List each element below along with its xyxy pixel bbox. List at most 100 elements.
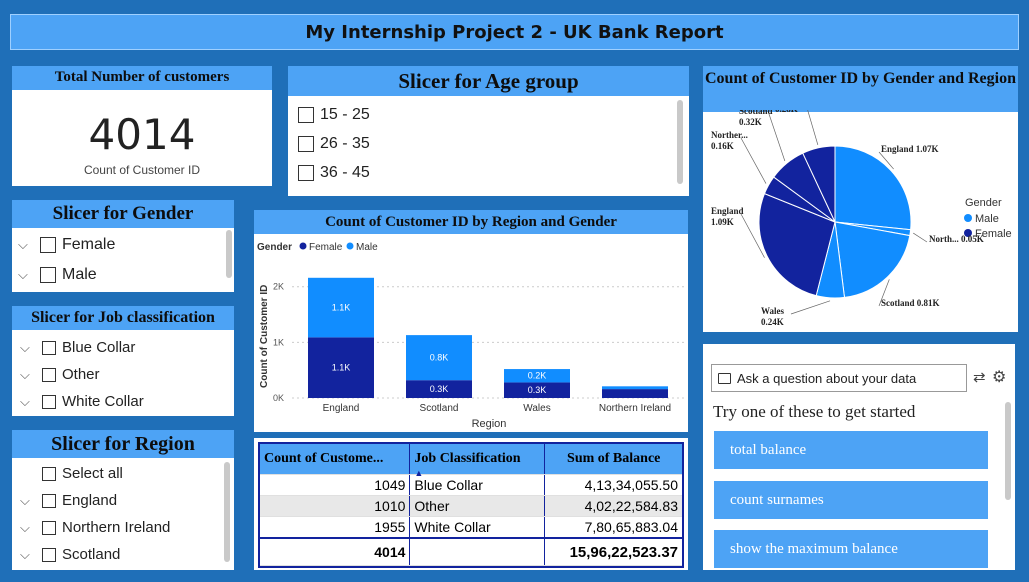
age-option-1[interactable]: 15 - 25: [298, 100, 679, 129]
bar-male[interactable]: [308, 277, 374, 338]
region-option-northern-ireland[interactable]: ⌵ Northern Ireland: [20, 514, 226, 541]
gender-option-male[interactable]: ⌵ Male: [18, 260, 228, 290]
suggestion-count-surnames[interactable]: count surnames: [714, 481, 988, 519]
region-option-scotland[interactable]: ⌵ Scotland: [20, 541, 226, 568]
y-tick-label: 0K: [273, 393, 284, 403]
sort-arrow-icon[interactable]: ▲: [414, 468, 424, 478]
data-label-male: 0.8K: [430, 353, 449, 363]
legend-title: Gender: [257, 242, 292, 253]
pie-data-label: England 1.09K: [711, 206, 744, 227]
pie-data-label: Norther... 0.16K: [711, 130, 748, 151]
job-option-white-collar[interactable]: ⌵ White Collar: [20, 388, 226, 415]
job-classification-slicer: Slicer for Job classification ⌵ Blue Coll…: [12, 306, 234, 416]
bar-female[interactable]: [308, 337, 374, 398]
leader-line: [878, 279, 890, 307]
age-group-slicer: Slicer for Age group 15 - 25 26 - 35 36 …: [288, 66, 689, 196]
region-option-label: Northern Ireland: [62, 519, 171, 536]
region-option-label: Scotland: [62, 546, 121, 563]
pie-chart-svg: Gender Male Female England 1.07K North...…: [711, 110, 1012, 327]
scrollbar[interactable]: [1005, 402, 1011, 500]
checkbox[interactable]: [42, 340, 56, 355]
chevron-down-icon[interactable]: ⌵: [20, 339, 30, 355]
pie-slice[interactable]: [758, 192, 836, 297]
gender-slicer: Slicer for Gender ⌵ Female ⌵ Male: [12, 200, 234, 292]
qa-input[interactable]: Ask a question about your data: [737, 370, 917, 386]
pie-legend-dot-male: [964, 214, 972, 222]
speech-bubble-icon: [718, 372, 731, 384]
bar-chart-title: Count of Customer ID by Region and Gende…: [254, 210, 688, 234]
card-header: Total Number of customers: [12, 66, 272, 90]
x-tick-label: Wales: [523, 403, 550, 414]
chevron-down-icon[interactable]: ⌵: [20, 492, 30, 508]
table-total-row: 4014 15,96,22,523.37: [260, 537, 682, 566]
chevron-down-icon[interactable]: ⌵: [18, 267, 28, 282]
legend-dot-female: [299, 242, 307, 250]
convert-icon[interactable]: ⇄: [973, 369, 986, 386]
checkbox[interactable]: [42, 367, 56, 382]
column-header-sorted[interactable]: Job Classification ▲: [409, 444, 546, 478]
x-axis-label: Region: [472, 418, 507, 430]
region-option-england[interactable]: ⌵ England: [20, 487, 226, 514]
chevron-down-icon[interactable]: ⌵: [18, 237, 28, 252]
bar-male[interactable]: [504, 369, 570, 383]
job-option-label: White Collar: [62, 393, 144, 410]
region-option-label: Select all: [62, 465, 123, 482]
checkbox[interactable]: [298, 164, 314, 181]
column-header[interactable]: Sum of Balance: [544, 444, 682, 475]
job-option-blue-collar[interactable]: ⌵ Blue Collar: [20, 334, 226, 361]
chevron-down-icon[interactable]: ⌵: [20, 393, 30, 409]
qa-search-box[interactable]: Ask a question about your data: [711, 364, 967, 392]
data-label-female: 0.3K: [528, 385, 547, 395]
scrollbar[interactable]: [224, 462, 230, 562]
job-option-label: Other: [62, 366, 100, 383]
leader-line: [740, 137, 767, 184]
checkbox[interactable]: [298, 135, 314, 152]
suggestion-max-balance[interactable]: show the maximum balance: [714, 530, 988, 568]
data-label-female: 1.1K: [332, 363, 351, 373]
checkbox[interactable]: [42, 547, 56, 562]
pie-slice[interactable]: [834, 145, 912, 231]
bar-female[interactable]: [504, 382, 570, 398]
bar-chart-svg: Gender Female Male Count of Customer ID …: [257, 242, 684, 430]
pie-slice[interactable]: [802, 145, 836, 223]
checkbox[interactable]: [40, 267, 56, 283]
bar-male[interactable]: [602, 386, 668, 390]
checkbox[interactable]: [42, 466, 56, 481]
age-option-2[interactable]: 26 - 35: [298, 129, 679, 158]
data-label-male: 1.1K: [332, 303, 351, 313]
age-option-3[interactable]: 36 - 45: [298, 158, 679, 187]
gear-icon[interactable]: ⚙: [992, 369, 1007, 386]
gender-option-label: Male: [62, 266, 97, 283]
chevron-down-icon[interactable]: ⌵: [20, 546, 30, 562]
chevron-down-icon[interactable]: ⌵: [20, 366, 30, 382]
bar-female[interactable]: [602, 389, 668, 398]
table-row[interactable]: 1010 Other 4,02,22,584.83: [260, 495, 682, 517]
column-header[interactable]: Count of Custome...: [260, 444, 411, 475]
scrollbar[interactable]: [677, 100, 683, 184]
leader-line: [740, 213, 765, 258]
job-option-other[interactable]: ⌵ Other: [20, 361, 226, 388]
checkbox[interactable]: [42, 520, 56, 535]
chevron-down-icon[interactable]: ⌵: [20, 519, 30, 535]
checkbox[interactable]: [40, 237, 56, 253]
cell-count: 1049: [260, 474, 411, 496]
pie-slice[interactable]: [834, 221, 911, 298]
age-slicer-header: Slicer for Age group: [288, 66, 689, 96]
gender-option-female[interactable]: ⌵ Female: [18, 230, 228, 260]
suggestion-total-balance[interactable]: total balance: [714, 431, 988, 469]
region-option-select-all[interactable]: Select all: [20, 460, 226, 487]
checkbox[interactable]: [42, 493, 56, 508]
region-slicer-header: Slicer for Region: [12, 430, 234, 458]
table-row[interactable]: 1049 Blue Collar 4,13,34,055.50: [260, 474, 682, 496]
bar-female[interactable]: [406, 380, 472, 398]
age-option-label: 26 - 35: [320, 134, 370, 152]
cell-balance: 4,02,22,584.83: [544, 495, 682, 517]
y-tick-label: 1K: [273, 337, 284, 347]
cell-job: White Collar: [409, 516, 546, 539]
scrollbar[interactable]: [226, 230, 232, 278]
checkbox[interactable]: [42, 394, 56, 409]
table-row[interactable]: 1955 White Collar 7,80,65,883.04: [260, 516, 682, 539]
bar-male[interactable]: [406, 335, 472, 381]
checkbox[interactable]: [298, 106, 314, 123]
matrix-table: Count of Custome... Job Classification ▲ …: [260, 444, 682, 566]
